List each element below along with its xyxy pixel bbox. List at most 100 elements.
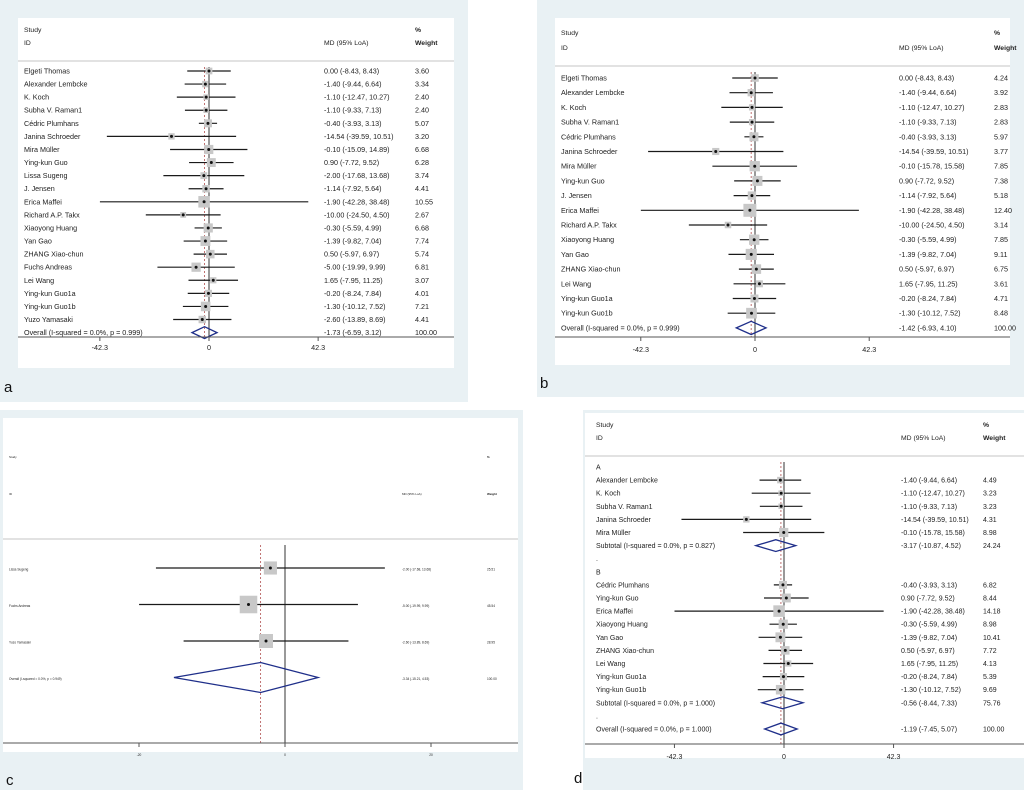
weight-text: 12.40	[994, 206, 1012, 215]
study-label: K. Koch	[596, 491, 621, 498]
effect-text: -0.30 (-5.59, 4.99)	[899, 235, 957, 244]
effect-text: -1.39 (-9.82, 7.04)	[901, 635, 957, 642]
weight-text: 5.97	[994, 132, 1008, 141]
weight-text: 14.18	[983, 609, 1001, 616]
study-label: ZHANG Xiao-chun	[596, 648, 654, 655]
effect-text: -0.30 (-5.59, 4.99)	[901, 622, 957, 629]
point-estimate	[726, 223, 730, 227]
study-label: Ying-kun Guo	[24, 158, 68, 167]
effect-text: -10.00 (-24.50, 4.50)	[899, 221, 965, 230]
point-estimate	[781, 583, 785, 587]
effect-text: -1.14 (-7.92, 5.64)	[899, 191, 957, 200]
study-label: Cédric Plumhans	[596, 582, 650, 589]
forest-plot-panel-d: Study ID MD (95% LoA)% Weight A Alexander Lem…	[574, 410, 1024, 790]
weight-text: 8.48	[994, 309, 1008, 318]
effect-text: -0.10 (-15.09, 14.89)	[324, 145, 390, 154]
weight-text: 4.49	[983, 478, 997, 485]
point-estimate	[202, 174, 206, 178]
study-label: Richard A.P. Takx	[24, 210, 80, 219]
pooled-diamond	[173, 661, 321, 694]
effect-text: 0.90 (-7.72, 9.52)	[899, 176, 954, 185]
point-estimate	[754, 267, 758, 271]
effect-text: 1.65 (-7.95, 11.25)	[899, 279, 958, 288]
point-estimate	[749, 91, 753, 95]
header-effect: MD (95% LoA)	[324, 40, 369, 47]
point-estimate	[786, 662, 790, 665]
effect-text: -14.54 (-39.59, 10.51)	[899, 147, 969, 156]
point-estimate	[744, 517, 748, 521]
group-label: A	[596, 465, 601, 472]
effect-text: -0.40 (-3.93, 3.13)	[901, 582, 957, 589]
forest-plot-d: Study ID MD (95% LoA)% Weight A Alexander Lem…	[585, 413, 1024, 761]
forest-plot-c: Study ID MD (95% LoA)% Weight Lissa Sugeng -2…	[3, 418, 518, 757]
weight-text: 3.74	[415, 171, 429, 180]
header-id: ID	[596, 435, 603, 442]
pooled-weight-text: 100.00	[415, 328, 437, 337]
panel-label-b: b	[540, 375, 549, 392]
point-estimate	[206, 226, 210, 230]
header-pct: %	[994, 30, 1000, 37]
x-tick-label: 0	[207, 343, 211, 352]
pooled-effect-text: -1.19 (-7.45, 5.07)	[901, 727, 957, 734]
pooled-weight-text: 100.00	[487, 677, 497, 681]
study-label: Erica Maffei	[561, 206, 599, 215]
point-estimate	[752, 238, 756, 242]
effect-text: -0.20 (-8.24, 7.84)	[899, 294, 957, 303]
study-label: Ying-kun Guo1a	[24, 289, 76, 298]
study-label: Richard A.P. Takx	[561, 221, 617, 230]
point-estimate	[204, 95, 208, 99]
weight-text: 6.28	[415, 158, 429, 167]
study-label: Xiaoyong Huang	[561, 235, 614, 244]
study-label: Xiaoyong Huang	[24, 223, 77, 232]
pooled-weight-text: 100.00	[983, 727, 1005, 734]
study-label: Elgeti Thomas	[561, 74, 607, 83]
study-label: K. Koch	[24, 93, 49, 102]
study-label: Alexander Lembcke	[561, 88, 625, 97]
study-label: Yan Gao	[596, 635, 623, 642]
effect-text: -1.30 (-10.12, 7.52)	[324, 302, 386, 311]
header-pct: %	[487, 455, 490, 459]
header-study: Study	[9, 455, 17, 459]
weight-text: 7.72	[983, 648, 997, 655]
point-estimate	[207, 147, 211, 151]
weight-text: 5.07	[415, 119, 429, 128]
point-estimate	[714, 150, 718, 153]
effect-text: -1.14 (-7.92, 5.64)	[324, 184, 382, 193]
study-label: Alexander Lembcke	[24, 80, 88, 89]
point-estimate	[200, 318, 204, 322]
weight-text: 28.95	[487, 641, 495, 645]
weight-text: 7.38	[994, 176, 1008, 185]
weight-text: 8.98	[983, 622, 997, 629]
effect-text: -1.40 (-9.44, 6.64)	[899, 88, 957, 97]
effect-text: -1.39 (-9.82, 7.04)	[899, 250, 957, 259]
weight-text: 4.24	[994, 74, 1008, 83]
study-label: Mira Müller	[596, 530, 631, 537]
study-label: K. Koch	[561, 103, 586, 112]
header-weight: Weight	[415, 40, 438, 47]
point-estimate	[247, 603, 250, 606]
point-estimate	[779, 491, 783, 495]
x-tick-label: 0	[753, 345, 757, 354]
forest-plot-panel-a: Study ID MD (95% LoA)% Weight Elgeti Thomas 0…	[0, 0, 468, 402]
pooled-label: Overall (I-squared = 0.0%, p = 0.999)	[24, 328, 143, 337]
point-estimate	[203, 82, 207, 86]
effect-text: -1.10 (-9.33, 7.13)	[901, 504, 957, 511]
effect-text: -1.10 (-12.47, 10.27)	[901, 491, 965, 498]
point-estimate	[203, 239, 207, 243]
study-label: Ying-kun Guo	[596, 596, 639, 603]
effect-text: -5.00 (-19.99, 9.99)	[324, 263, 386, 272]
x-tick-label: 42.3	[862, 345, 876, 354]
x-tick-label: 0	[782, 754, 786, 761]
study-label: Cédric Plumhans	[24, 119, 79, 128]
effect-text: -0.20 (-8.24, 7.84)	[324, 289, 382, 298]
weight-text: 5.18	[994, 191, 1008, 200]
point-estimate	[750, 120, 754, 124]
weight-text: 45.54	[487, 604, 495, 608]
weight-text: 7.21	[415, 302, 429, 311]
point-estimate	[169, 134, 173, 138]
weight-text: 5.39	[983, 674, 997, 681]
study-label: ZHANG Xiao-chun	[24, 250, 84, 259]
study-label: Lei Wang	[596, 661, 625, 668]
effect-text: -2.00 (-17.68, 13.68)	[324, 171, 390, 180]
effect-text: -10.00 (-24.50, 4.50)	[324, 210, 390, 219]
